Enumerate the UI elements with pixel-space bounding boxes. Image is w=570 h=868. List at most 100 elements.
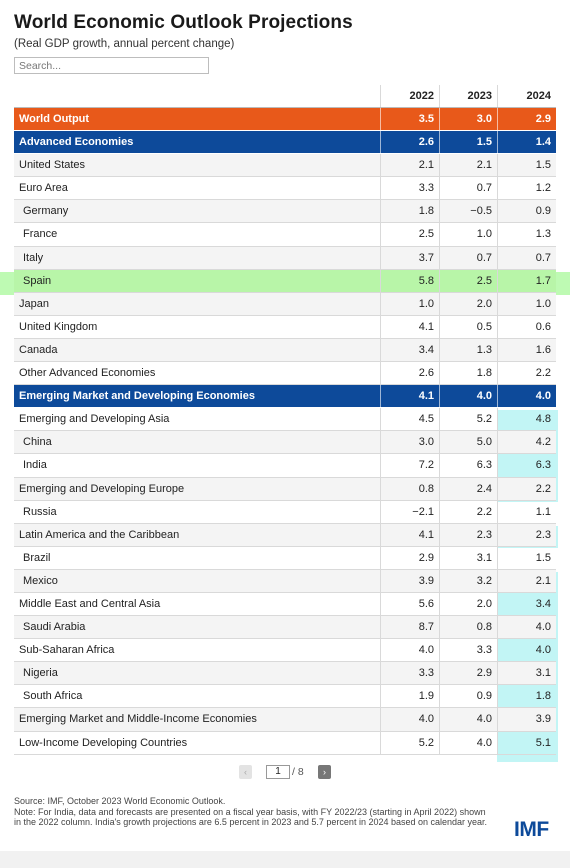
- row-value: 1.5: [439, 131, 497, 154]
- row-value: 1.5: [497, 154, 556, 177]
- row-value: 5.2: [439, 408, 497, 431]
- row-value: 0.8: [380, 477, 439, 500]
- page-number-input[interactable]: 1: [266, 765, 290, 779]
- imf-logo: IMF: [514, 818, 549, 841]
- row-value: 1.8: [439, 362, 497, 385]
- search-input[interactable]: [14, 57, 209, 74]
- table-row: Russia −2.1 2.2 1.1: [14, 500, 556, 524]
- row-value: 1.1: [497, 500, 556, 523]
- row-label: Mexico: [23, 574, 58, 587]
- row-value: 3.4: [380, 338, 439, 362]
- table-header: 2022 2023 2024: [14, 85, 556, 108]
- table-row: United States 2.1 2.1 1.5: [14, 154, 556, 178]
- row-value: 4.0: [380, 708, 439, 731]
- row-value: 5.1: [497, 731, 556, 754]
- page-title: World Economic Outlook Projections: [14, 12, 353, 33]
- table-row: China 3.0 5.0 4.2: [14, 431, 556, 455]
- bottom-bar: [0, 851, 570, 868]
- row-value: 2.6: [380, 362, 439, 385]
- india-note: Note: For India, data and forecasts are …: [14, 806, 488, 828]
- row-label: Saudi Arabia: [23, 621, 86, 634]
- row-label: Russia: [23, 505, 57, 518]
- row-value: 2.5: [439, 269, 497, 292]
- row-value: 4.2: [497, 431, 556, 454]
- row-value: 2.3: [439, 523, 497, 546]
- row-value: 4.0: [439, 708, 497, 731]
- row-label: Emerging and Developing Europe: [19, 482, 185, 495]
- row-value: −2.1: [380, 500, 439, 523]
- row-value: 1.0: [439, 223, 497, 246]
- table-row: Sub-Saharan Africa 4.0 3.3 4.0: [14, 639, 556, 663]
- row-value: 4.0: [497, 639, 556, 662]
- table-row: World Output 3.5 3.0 2.9: [14, 108, 556, 132]
- row-value: 8.7: [380, 616, 439, 639]
- table-row: Emerging and Developing Asia 4.5 5.2 4.8: [14, 408, 556, 432]
- table-row: Emerging Market and Developing Economies…: [14, 385, 556, 409]
- table-row: Japan 1.0 2.0 1.0: [14, 292, 556, 316]
- row-value: 3.0: [439, 108, 497, 131]
- column-header[interactable]: 2022: [380, 85, 439, 107]
- projections-table: 2022 2023 2024 World Output 3.5 3.0 2.9 Adva…: [14, 85, 556, 755]
- row-value: 2.0: [439, 292, 497, 315]
- row-label: Spain: [23, 274, 52, 287]
- table-row: Low-Income Developing Countries 5.2 4.0 5.1: [14, 731, 556, 755]
- row-value: 2.6: [380, 131, 439, 154]
- row-label: Nigeria: [23, 667, 58, 680]
- row-label: Low-Income Developing Countries: [19, 736, 188, 749]
- table-row: Saudi Arabia 8.7 0.8 4.0: [14, 616, 556, 640]
- table-row: Nigeria 3.3 2.9 3.1: [14, 662, 556, 686]
- row-label: United Kingdom: [19, 320, 98, 333]
- table-row: Other Advanced Economies 2.6 1.8 2.2: [14, 362, 556, 386]
- row-value: 3.0: [380, 431, 439, 454]
- row-value: 4.0: [439, 385, 497, 408]
- row-value: 3.1: [497, 662, 556, 685]
- table-row: Advanced Economies 2.6 1.5 1.4: [14, 131, 556, 155]
- table-row: Germany 1.8 −0.5 0.9: [14, 200, 556, 224]
- next-page-button[interactable]: ›: [318, 765, 331, 779]
- row-value: 1.8: [380, 200, 439, 223]
- row-value: 0.5: [439, 315, 497, 338]
- row-value: 2.5: [380, 223, 439, 246]
- table-row: South Africa 1.9 0.9 1.8: [14, 685, 556, 709]
- row-value: 3.1: [439, 546, 497, 569]
- row-label: United States: [19, 159, 86, 172]
- row-value: 3.9: [497, 708, 556, 731]
- row-value: 0.6: [497, 315, 556, 338]
- row-value: 6.3: [439, 454, 497, 477]
- row-label: Italy: [23, 251, 44, 264]
- row-label: Emerging Market and Developing Economies: [19, 390, 255, 403]
- row-value: 3.3: [380, 177, 439, 200]
- table-row: Middle East and Central Asia 5.6 2.0 3.4: [14, 592, 556, 617]
- row-label: World Output: [19, 113, 90, 125]
- row-value: 2.2: [439, 500, 497, 523]
- table-body: World Output 3.5 3.0 2.9 Advanced Economies 2…: [14, 108, 556, 755]
- row-label: Euro Area: [19, 182, 68, 195]
- column-header[interactable]: 2023: [439, 85, 497, 107]
- table-row: Spain 5.8 2.5 1.7: [14, 269, 556, 293]
- table-row: Italy 3.7 0.7 0.7: [14, 246, 556, 270]
- row-label: Brazil: [23, 551, 51, 564]
- row-value: 2.1: [380, 154, 439, 177]
- page-subtitle: (Real GDP growth, annual percent change): [14, 38, 235, 50]
- row-value: 4.0: [439, 731, 497, 754]
- prev-page-button[interactable]: ‹: [239, 765, 252, 779]
- row-label: Other Advanced Economies: [19, 367, 156, 380]
- row-label: Canada: [19, 343, 58, 356]
- row-value: 0.7: [497, 246, 556, 269]
- table-row: United Kingdom 4.1 0.5 0.6: [14, 315, 556, 339]
- row-value: 0.7: [439, 246, 497, 269]
- table-row: Euro Area 3.3 0.7 1.2: [14, 177, 556, 201]
- row-value: 2.9: [497, 108, 556, 131]
- row-value: 4.0: [497, 616, 556, 639]
- row-value: 3.4: [497, 592, 556, 616]
- row-value: 5.0: [439, 431, 497, 454]
- column-header[interactable]: 2024: [497, 85, 556, 107]
- row-value: −0.5: [439, 200, 497, 223]
- row-label: Emerging Market and Middle-Income Econom…: [19, 713, 257, 726]
- row-value: 1.0: [497, 292, 556, 315]
- row-value: 4.5: [380, 408, 439, 431]
- row-label: India: [23, 459, 47, 472]
- row-value: 1.2: [497, 177, 556, 200]
- row-value: 1.8: [497, 685, 556, 708]
- row-label: France: [23, 228, 58, 241]
